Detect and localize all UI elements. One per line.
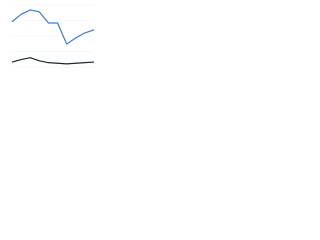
chart	[0, 0, 100, 71]
background	[0, 0, 100, 71]
data-line	[11, 9, 95, 45]
data-line	[11, 57, 95, 65]
